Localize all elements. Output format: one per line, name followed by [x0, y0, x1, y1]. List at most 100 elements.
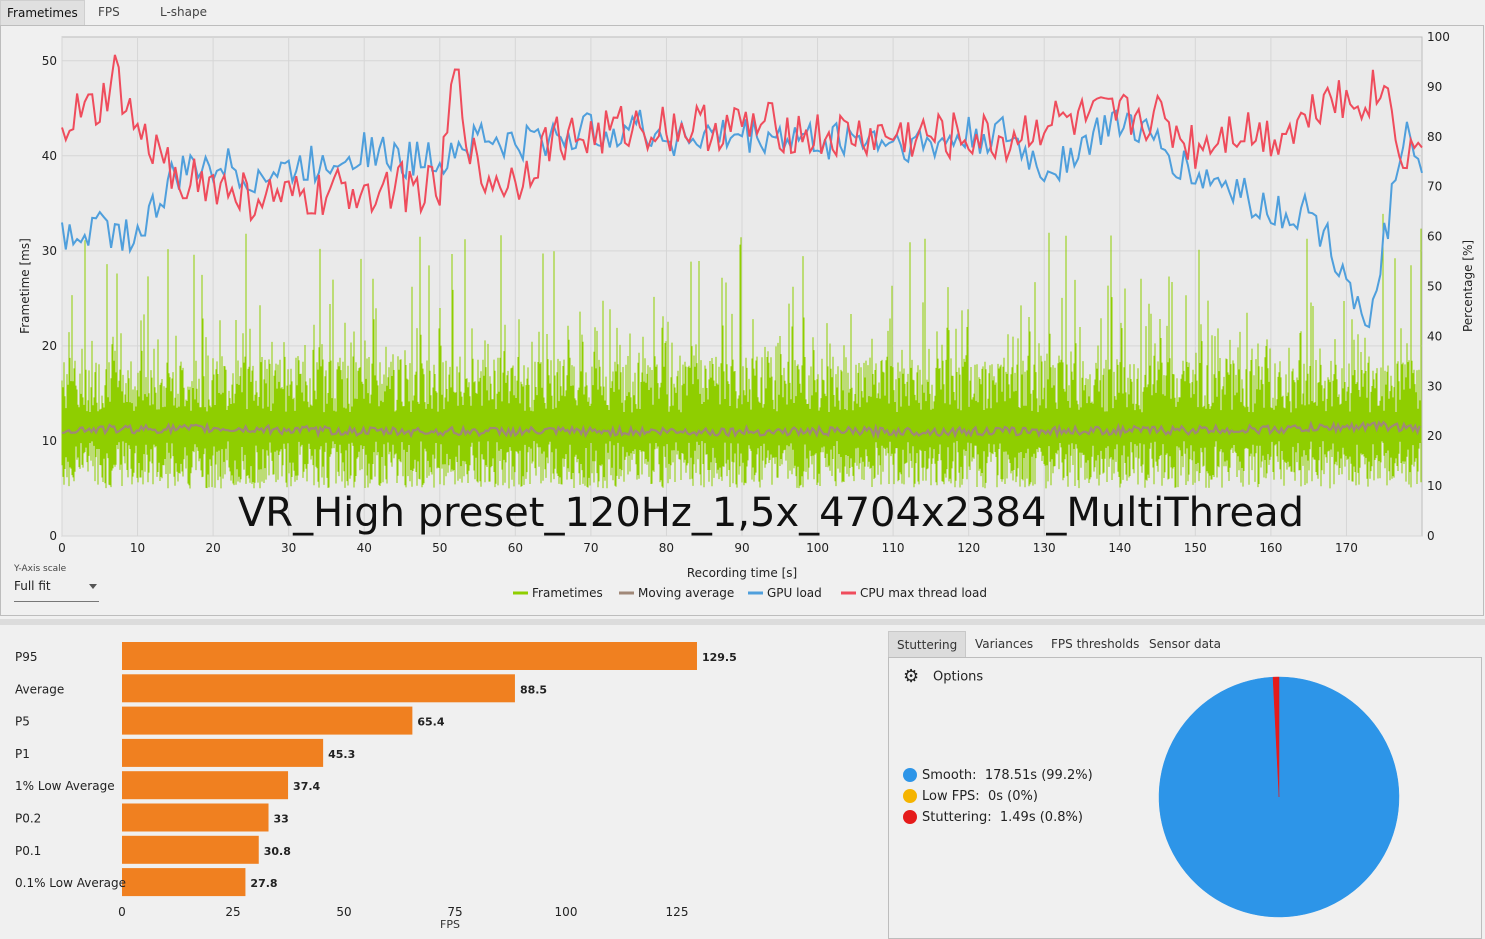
x-tick-label: 0: [58, 541, 66, 555]
bar: [122, 738, 324, 767]
bar-category-label: P5: [15, 715, 30, 729]
y2-tick-label: 90: [1427, 80, 1442, 94]
bar-category-label: Average: [15, 682, 64, 696]
chevron-down-icon: [89, 584, 97, 589]
x-tick-label: 160: [1259, 541, 1282, 555]
x-tick-label: 120: [957, 541, 980, 555]
bar-category-label: P1: [15, 747, 30, 761]
tab-frametimes[interactable]: Frametimes: [0, 0, 85, 26]
panel-separator: [0, 619, 1485, 625]
stuttering-panel: ⚙ Options Smooth: 178.51s (99.2%) Low FPS…: [888, 657, 1482, 939]
series-cpu-max-thread-load: [61, 54, 1423, 223]
y2-tick-label: 80: [1427, 130, 1442, 144]
bar-x-tick-label: 0: [118, 905, 126, 919]
legend-stuttering: Stuttering: 1.49s (0.8%): [903, 808, 1083, 828]
y2-tick-label: 20: [1427, 429, 1442, 443]
bar: [122, 674, 515, 703]
bar-category-label: P0.1: [15, 844, 41, 858]
x-tick-label: 140: [1108, 541, 1131, 555]
x-tick-label: 80: [659, 541, 674, 555]
frametime-panel: 0 10 20 30 40 50 0 10 20 30 40 50 60 70 80 90 100 110 120 1…: [0, 25, 1484, 616]
bar: [122, 803, 269, 832]
y-tick-label: 0: [49, 529, 57, 543]
tab-fps[interactable]: FPS: [98, 5, 120, 19]
bar-value-label: 88.5: [520, 683, 547, 696]
fps-bar-chart: 129.5 88.5 65.4 45.3 37.4 33 30.8 27.8 P95 Avera…: [15, 642, 737, 931]
bar: [122, 706, 413, 735]
y2-tick-label: 60: [1427, 230, 1442, 244]
x-tick-label: 40: [357, 541, 372, 555]
bar-x-tick-label: 50: [336, 905, 351, 919]
legend-entry: Moving average: [638, 586, 734, 600]
x-tick-label: 170: [1335, 541, 1358, 555]
stuttering-label: Stuttering:: [922, 810, 992, 825]
x-tick-label: 130: [1033, 541, 1056, 555]
chart-title: VR_High preset_120Hz_1,5x_4704x2384_Mult…: [238, 490, 1304, 536]
options-button[interactable]: ⚙ Options: [903, 666, 983, 688]
y-axis-scale-label: Y-Axis scale: [14, 564, 67, 574]
x-tick-label: 70: [583, 541, 598, 555]
bar-x-tick-label: 25: [225, 905, 240, 919]
bar-value-label: 37.4: [293, 780, 320, 793]
y2-tick-label: 10: [1427, 479, 1442, 493]
y2-tick-label: 40: [1427, 329, 1442, 343]
smooth-dot-icon: [903, 767, 917, 782]
x-tick-label: 50: [432, 541, 447, 555]
smooth-value: 178.51s (99.2%): [984, 768, 1093, 783]
y-tick-label: 30: [42, 244, 57, 258]
x-axis-label: Recording time [s]: [687, 566, 797, 580]
pie-slice-stuttering: [1272, 676, 1280, 798]
bar: [122, 771, 289, 800]
legend-entry: GPU load: [767, 586, 822, 600]
y-axis-label: Frametime [ms]: [18, 238, 32, 334]
tab-sensor-data[interactable]: Sensor data: [1149, 637, 1221, 651]
x-tick-label: 90: [734, 541, 749, 555]
x-tick-label: 110: [882, 541, 905, 555]
bar: [122, 642, 697, 670]
gear-icon: ⚙: [903, 666, 920, 687]
view-tabs: Frametimes FPS L-shape: [0, 0, 1485, 26]
bar-value-label: 65.4: [417, 716, 444, 729]
bar-value-label: 129.5: [702, 651, 737, 664]
bar-category-label: P95: [15, 650, 38, 664]
options-label: Options: [933, 669, 984, 685]
bar-category-label: 1% Low Average: [15, 779, 115, 793]
legend-entry: Frametimes: [532, 586, 603, 600]
tab-fps-thresholds[interactable]: FPS thresholds: [1051, 637, 1140, 651]
legend-smooth: Smooth: 178.51s (99.2%): [903, 766, 1093, 786]
y-tick-label: 50: [42, 54, 57, 68]
legend-low-fps: Low FPS: 0s (0%): [903, 787, 1038, 807]
y-tick-label: 10: [42, 434, 57, 448]
y2-tick-label: 0: [1427, 529, 1435, 543]
bar-category-label: 0.1% Low Average: [15, 876, 126, 890]
y2-tick-label: 50: [1427, 280, 1442, 294]
stuttering-dot-icon: [903, 809, 917, 824]
y-axis-scale-select[interactable]: Full fit: [14, 579, 99, 602]
tab-l-shape[interactable]: L-shape: [160, 5, 208, 19]
x-tick-label: 10: [130, 541, 145, 555]
smooth-label: Smooth:: [922, 768, 977, 783]
y-tick-label: 40: [42, 149, 57, 163]
bar: [122, 868, 246, 897]
y-axis-scale-value: Full fit: [14, 579, 51, 593]
series-gpu-load: [61, 109, 1423, 329]
bar-value-label: 33: [274, 813, 289, 826]
series-moving-average: [61, 420, 1421, 440]
bar-category-label: P0.2: [15, 812, 41, 826]
bar-x-tick-label: 100: [555, 905, 578, 919]
bar-x-tick-label: 125: [666, 905, 689, 919]
y-tick-label: 20: [42, 339, 57, 353]
bar-value-label: 45.3: [328, 748, 355, 761]
stuttering-pie-chart: [1158, 676, 1400, 918]
bar-x-tick-label: 75: [447, 905, 462, 919]
tab-stuttering[interactable]: Stuttering: [888, 631, 967, 658]
x-tick-label: 60: [508, 541, 523, 555]
low-fps-dot-icon: [903, 788, 917, 803]
tab-variances[interactable]: Variances: [975, 637, 1034, 651]
x-tick-label: 150: [1184, 541, 1207, 555]
y2-tick-label: 70: [1427, 180, 1442, 194]
bar-value-label: 30.8: [264, 845, 291, 858]
bar-x-axis-label: FPS: [440, 918, 460, 931]
y2-tick-label: 100: [1427, 30, 1450, 44]
